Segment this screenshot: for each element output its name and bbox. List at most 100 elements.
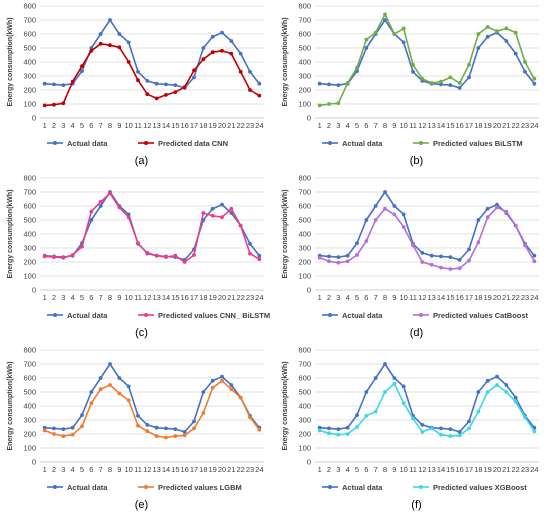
data-point [182,260,187,264]
y-tick-label: 800 [23,174,36,183]
x-tick-label: 10 [124,465,132,474]
data-point [89,209,94,214]
data-point [327,431,331,436]
x-tick-label: 5 [355,465,359,474]
data-point [164,82,168,87]
data-point [448,75,453,80]
data-point [154,81,159,86]
data-point [89,401,94,406]
x-tick-label: 12 [143,465,151,474]
x-tick-label: 4 [71,465,75,474]
x-tick-label: 3 [61,121,65,130]
data-point [457,258,462,262]
y-tick-label: 300 [298,244,311,253]
legend-marker-1 [328,313,332,317]
data-point [457,86,462,90]
data-point [373,409,378,414]
x-tick-label: 3 [61,465,65,474]
y-tick-label: 400 [298,230,311,239]
x-tick-label: 10 [399,121,407,130]
data-point [238,395,243,400]
x-tick-label: 23 [246,465,254,474]
x-tick-label: 8 [108,121,112,130]
data-point [70,253,75,257]
panel-label: (b) [410,155,423,167]
x-tick-label: 5 [355,121,359,130]
series-line-2 [319,382,535,437]
data-point [238,51,243,56]
x-tick-label: 10 [124,293,132,302]
data-point [257,253,262,258]
x-tick-label: 22 [511,465,519,474]
legend-label-2: Predicted values BiLSTM [433,139,523,148]
data-point [117,391,122,396]
y-tick-label: 300 [298,416,311,425]
x-tick-label: 16 [180,293,188,302]
x-tick-label: 18 [474,293,482,302]
y-tick-label: 700 [23,360,36,369]
x-tick-label: 16 [455,121,463,130]
data-point [373,218,378,222]
y-tick-label: 200 [23,258,36,267]
data-point [248,69,252,74]
y-tick-label: 200 [298,86,311,95]
x-tick-label: 9 [392,293,396,302]
data-point [420,430,425,434]
legend-label-2: Predicted values CatBoost [433,311,529,320]
x-tick-label: 18 [474,121,482,130]
x-tick-label: 6 [364,465,368,474]
data-point [145,251,150,256]
x-tick-label: 11 [134,293,142,302]
data-point [336,427,341,431]
data-point [126,384,131,389]
data-point [467,75,471,80]
x-tick-label: 6 [89,293,93,302]
series-line-2 [44,379,260,439]
series-line-1 [44,19,260,89]
legend-marker-2 [419,141,423,145]
data-point [523,69,527,74]
data-point [532,259,537,264]
x-tick-label: 8 [108,465,112,474]
y-tick-label: 0 [307,458,311,467]
data-point [136,241,140,245]
data-point [192,426,196,431]
y-axis-label: Energy consumption(kWh) [7,189,14,278]
data-point [327,102,331,106]
y-axis-label: Energy consumption(kWh) [7,361,14,450]
data-point [210,213,215,218]
data-point [429,81,434,85]
data-point [126,40,131,45]
data-point [439,82,443,87]
data-point [467,419,471,424]
data-point [504,39,509,43]
data-point [229,206,234,211]
legend-marker-2 [144,313,148,317]
data-point [513,30,518,35]
data-point [248,251,252,256]
x-tick-label: 6 [364,293,368,302]
x-tick-label: 22 [511,293,519,302]
x-tick-label: 10 [399,293,407,302]
legend-marker-1 [53,485,57,489]
data-point [467,258,471,263]
data-point [448,427,453,431]
data-point [257,257,262,262]
x-tick-label: 1 [318,121,322,130]
series-line-2 [319,206,536,270]
legend-label-1: Actual data [342,483,383,492]
x-tick-label: 1 [43,121,47,130]
x-tick-label: 11 [134,121,142,130]
x-tick-label: 14 [437,121,445,130]
panel-label: (f) [411,499,421,511]
data-point [364,239,369,243]
x-tick-label: 9 [117,293,121,302]
data-point [210,34,215,39]
y-tick-label: 200 [23,430,36,439]
data-point [126,398,131,403]
data-point [448,255,453,259]
legend-marker-2 [419,313,423,317]
data-point [467,62,471,67]
x-tick-label: 23 [521,121,529,130]
